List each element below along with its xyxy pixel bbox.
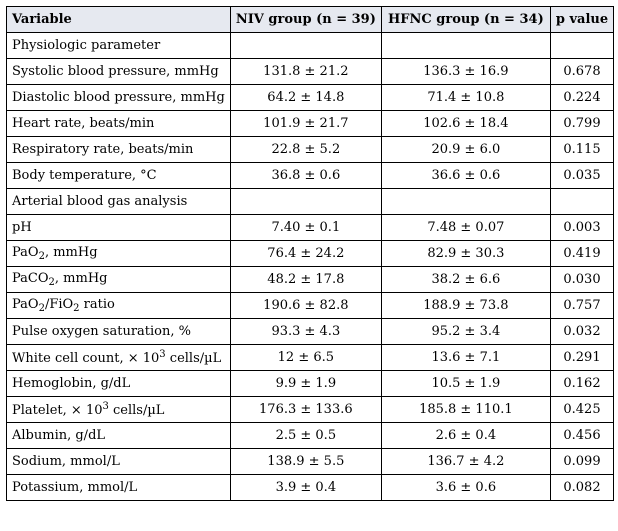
table-row: Physiologic parameter: [6, 32, 615, 59]
variable-cell: Physiologic parameter: [6, 32, 231, 59]
niv-cell: 3.9 ± 0.4: [229, 474, 382, 501]
header-variable: Variable: [6, 6, 231, 33]
hfnc-cell: 188.9 ± 73.8: [380, 292, 551, 319]
p-value-cell: 0.425: [549, 396, 615, 423]
hfnc-cell: 20.9 ± 6.0: [380, 136, 551, 163]
table-row: PaO2/FiO2 ratio 190.6 ± 82.8 188.9 ± 73.…: [6, 292, 615, 319]
niv-cell: 138.9 ± 5.5: [229, 448, 382, 475]
table-row: PaO2, mmHg 76.4 ± 24.2 82.9 ± 30.3 0.419: [6, 240, 615, 267]
p-value-cell: [549, 188, 615, 215]
hfnc-cell: 38.2 ± 6.6: [380, 266, 551, 293]
variable-cell: pH: [6, 214, 231, 241]
variable-cell: Albumin, g/dL: [6, 422, 231, 449]
header-niv-group: NIV group (n = 39): [229, 6, 382, 33]
table-row: Platelet, × 103 cells/µL 176.3 ± 133.6 1…: [6, 396, 615, 423]
p-value-cell: 0.082: [549, 474, 615, 501]
table-body: Physiologic parameter Systolic blood pre…: [6, 32, 615, 501]
hfnc-cell: 36.6 ± 0.6: [380, 162, 551, 189]
p-value-cell: 0.419: [549, 240, 615, 267]
niv-cell: 2.5 ± 0.5: [229, 422, 382, 449]
niv-cell: 190.6 ± 82.8: [229, 292, 382, 319]
table-row: Albumin, g/dL 2.5 ± 0.5 2.6 ± 0.4 0.456: [6, 422, 615, 449]
p-value-cell: 0.224: [549, 84, 615, 111]
p-value-cell: 0.291: [549, 344, 615, 371]
table-header: Variable NIV group (n = 39) HFNC group (…: [6, 6, 615, 33]
p-value-cell: [549, 32, 615, 59]
header-hfnc-group: HFNC group (n = 34): [380, 6, 551, 33]
hfnc-cell: [380, 32, 551, 59]
p-value-cell: 0.162: [549, 370, 615, 397]
table-row: Heart rate, beats/min 101.9 ± 21.7 102.6…: [6, 110, 615, 137]
hfnc-cell: 10.5 ± 1.9: [380, 370, 551, 397]
hfnc-cell: 2.6 ± 0.4: [380, 422, 551, 449]
hfnc-cell: 71.4 ± 10.8: [380, 84, 551, 111]
variable-cell: Potassium, mmol/L: [6, 474, 231, 501]
niv-cell: 22.8 ± 5.2: [229, 136, 382, 163]
p-value-cell: 0.099: [549, 448, 615, 475]
table-row: White cell count, × 103 cells/µL 12 ± 6.…: [6, 344, 615, 371]
niv-cell: [229, 188, 382, 215]
hfnc-cell: 95.2 ± 3.4: [380, 318, 551, 345]
variable-cell: PaO2/FiO2 ratio: [6, 292, 231, 319]
niv-cell: 76.4 ± 24.2: [229, 240, 382, 267]
header-p-value: p value: [549, 6, 615, 33]
table-row: Pulse oxygen saturation, % 93.3 ± 4.3 95…: [6, 318, 615, 345]
p-value-cell: 0.757: [549, 292, 615, 319]
p-value-cell: 0.115: [549, 136, 615, 163]
p-value-cell: 0.035: [549, 162, 615, 189]
hfnc-cell: [380, 188, 551, 215]
p-value-cell: 0.032: [549, 318, 615, 345]
variable-cell: PaO2, mmHg: [6, 240, 231, 267]
p-value-cell: 0.678: [549, 58, 615, 85]
table-row: Systolic blood pressure, mmHg 131.8 ± 21…: [6, 58, 615, 85]
p-value-cell: 0.030: [549, 266, 615, 293]
variable-cell: White cell count, × 103 cells/µL: [6, 344, 231, 371]
table-row: Hemoglobin, g/dL 9.9 ± 1.9 10.5 ± 1.9 0.…: [6, 370, 615, 397]
variable-cell: Systolic blood pressure, mmHg: [6, 58, 231, 85]
table-row: Potassium, mmol/L 3.9 ± 0.4 3.6 ± 0.6 0.…: [6, 474, 615, 501]
variable-cell: PaCO2, mmHg: [6, 266, 231, 293]
niv-cell: [229, 32, 382, 59]
variable-cell: Diastolic blood pressure, mmHg: [6, 84, 231, 111]
niv-cell: 9.9 ± 1.9: [229, 370, 382, 397]
variable-cell: Body temperature, °C: [6, 162, 231, 189]
table-row: Sodium, mmol/L 138.9 ± 5.5 136.7 ± 4.2 0…: [6, 448, 615, 475]
variable-cell: Arterial blood gas analysis: [6, 188, 231, 215]
variable-cell: Platelet, × 103 cells/µL: [6, 396, 231, 423]
hfnc-cell: 82.9 ± 30.3: [380, 240, 551, 267]
niv-cell: 36.8 ± 0.6: [229, 162, 382, 189]
hfnc-cell: 7.48 ± 0.07: [380, 214, 551, 241]
variable-cell: Hemoglobin, g/dL: [6, 370, 231, 397]
hfnc-cell: 185.8 ± 110.1: [380, 396, 551, 423]
table-row: Body temperature, °C 36.8 ± 0.6 36.6 ± 0…: [6, 162, 615, 189]
variable-cell: Heart rate, beats/min: [6, 110, 231, 137]
niv-cell: 7.40 ± 0.1: [229, 214, 382, 241]
data-table: Variable NIV group (n = 39) HFNC group (…: [6, 6, 615, 501]
niv-cell: 12 ± 6.5: [229, 344, 382, 371]
table-row: Diastolic blood pressure, mmHg 64.2 ± 14…: [6, 84, 615, 111]
niv-cell: 101.9 ± 21.7: [229, 110, 382, 137]
niv-cell: 93.3 ± 4.3: [229, 318, 382, 345]
hfnc-cell: 102.6 ± 18.4: [380, 110, 551, 137]
p-value-cell: 0.799: [549, 110, 615, 137]
table-row: Arterial blood gas analysis: [6, 188, 615, 215]
niv-cell: 64.2 ± 14.8: [229, 84, 382, 111]
hfnc-cell: 136.3 ± 16.9: [380, 58, 551, 85]
hfnc-cell: 3.6 ± 0.6: [380, 474, 551, 501]
table-row: PaCO2, mmHg 48.2 ± 17.8 38.2 ± 6.6 0.030: [6, 266, 615, 293]
hfnc-cell: 13.6 ± 7.1: [380, 344, 551, 371]
variable-cell: Sodium, mmol/L: [6, 448, 231, 475]
table-row: pH 7.40 ± 0.1 7.48 ± 0.07 0.003: [6, 214, 615, 241]
header-row: Variable NIV group (n = 39) HFNC group (…: [6, 6, 615, 33]
table-row: Respiratory rate, beats/min 22.8 ± 5.2 2…: [6, 136, 615, 163]
p-value-cell: 0.456: [549, 422, 615, 449]
hfnc-cell: 136.7 ± 4.2: [380, 448, 551, 475]
niv-cell: 131.8 ± 21.2: [229, 58, 382, 85]
variable-cell: Respiratory rate, beats/min: [6, 136, 231, 163]
niv-cell: 176.3 ± 133.6: [229, 396, 382, 423]
variable-cell: Pulse oxygen saturation, %: [6, 318, 231, 345]
p-value-cell: 0.003: [549, 214, 615, 241]
niv-cell: 48.2 ± 17.8: [229, 266, 382, 293]
